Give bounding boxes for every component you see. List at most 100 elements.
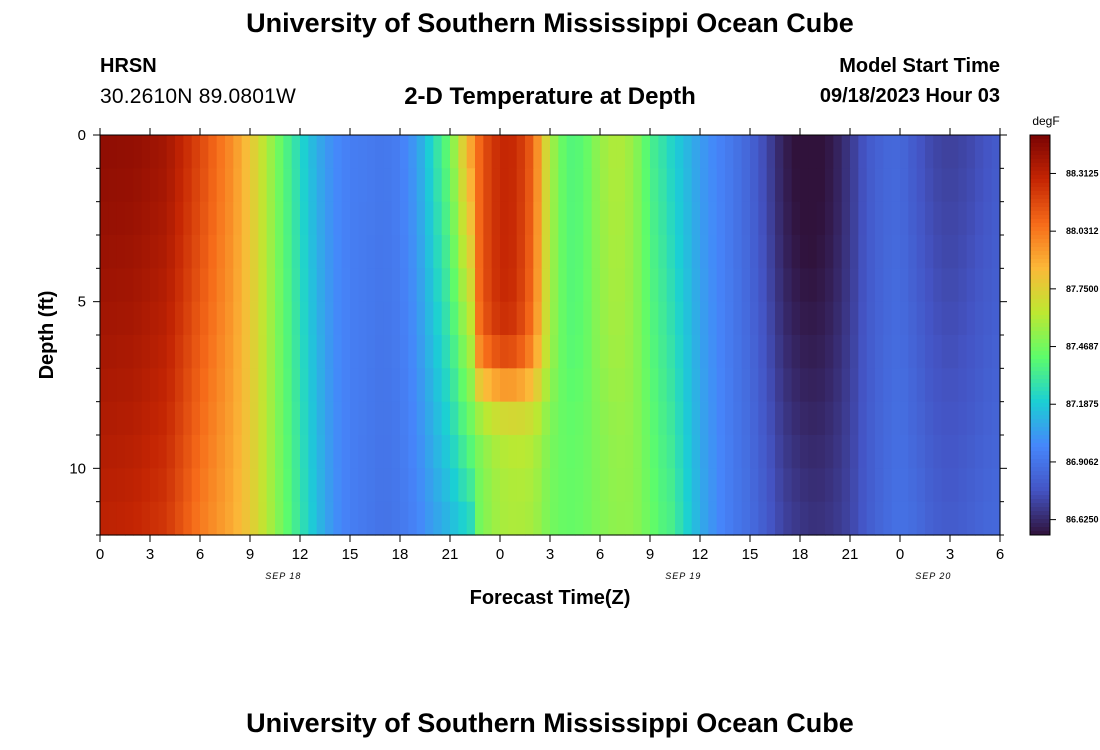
heatmap-cell	[883, 435, 893, 469]
heatmap-cell	[141, 268, 151, 303]
x-tick-label: 15	[742, 546, 759, 563]
heatmap-cell	[450, 301, 459, 336]
colorbar-segment	[1030, 431, 1050, 436]
heatmap-cell	[108, 168, 118, 203]
heatmap-cell	[466, 468, 476, 503]
heatmap-cell	[333, 235, 343, 269]
heatmap-cell	[116, 368, 126, 403]
heatmap-cell	[458, 335, 468, 369]
colorbar-segment	[1030, 375, 1050, 380]
heatmap-cell	[716, 235, 726, 269]
colorbar-segment	[1030, 187, 1050, 192]
heatmap-cell	[450, 368, 459, 403]
heatmap-cell	[708, 268, 718, 303]
heatmap-cell	[308, 268, 318, 303]
heatmap-cell	[591, 468, 601, 503]
colorbar-segment	[1030, 395, 1050, 400]
heatmap-cell	[908, 335, 918, 369]
heatmap-cell	[891, 135, 901, 169]
heatmap-cell	[450, 401, 459, 436]
colorbar-segment	[1030, 171, 1050, 176]
heatmap-cell	[133, 168, 143, 203]
heatmap-cell	[991, 435, 1001, 469]
colorbar-segment	[1030, 379, 1050, 384]
heatmap-cell	[641, 201, 651, 236]
heatmap-cell	[625, 201, 634, 236]
colorbar-tick-label: 86.9062	[1066, 457, 1099, 467]
heatmap-cell	[700, 168, 709, 203]
heatmap-cell	[125, 435, 134, 469]
heatmap-cell	[525, 201, 534, 236]
heatmap-cell	[500, 168, 509, 203]
heatmap-cell	[275, 435, 284, 469]
colorbar-segment	[1030, 287, 1050, 292]
heatmap-cell	[733, 268, 743, 303]
heatmap-cell	[733, 335, 743, 369]
heatmap-cell	[833, 468, 843, 503]
heatmap-cell	[716, 168, 726, 203]
heatmap-cell	[316, 268, 326, 303]
heatmap-cell	[600, 401, 609, 436]
heatmap-cell	[891, 201, 901, 236]
heatmap-cell	[350, 435, 359, 469]
heatmap-cell	[441, 235, 451, 269]
heatmap-cell	[600, 501, 609, 536]
heatmap-cell	[958, 235, 968, 269]
heatmap-cell	[616, 401, 626, 436]
heatmap-cell	[966, 468, 976, 503]
heatmap-cell	[125, 335, 134, 369]
heatmap-cell	[475, 235, 484, 269]
heatmap-cell	[150, 235, 159, 269]
heatmap-cell	[241, 201, 251, 236]
colorbar-segment	[1030, 463, 1050, 468]
heatmap-cell	[241, 501, 251, 536]
colorbar: 88.3125 88.0312 87.7500 87.4687 87.1875 86.90…	[1029, 134, 1099, 536]
heatmap-cell	[366, 468, 376, 503]
heatmap-cell	[616, 501, 626, 536]
heatmap-cell	[766, 501, 776, 536]
heatmap-cell	[708, 401, 718, 436]
heatmap-cell	[450, 168, 459, 203]
heatmap-cell	[125, 468, 134, 503]
colorbar-segment	[1030, 531, 1050, 536]
heatmap-cell	[350, 501, 359, 536]
heatmap-cell	[666, 235, 676, 269]
colorbar-segment	[1030, 283, 1050, 288]
heatmap-cell	[241, 268, 251, 303]
heatmap-cell	[875, 201, 884, 236]
heatmap-cell	[183, 468, 193, 503]
heatmap-cell	[108, 435, 118, 469]
heatmap-cell	[958, 501, 968, 536]
heatmap-cell	[950, 501, 959, 536]
heatmap-cell	[158, 435, 168, 469]
heatmap-cell	[508, 368, 518, 403]
heatmap-cell	[708, 135, 718, 169]
heatmap-cell	[716, 468, 726, 503]
heatmap-cell	[725, 435, 734, 469]
heatmap-cell	[600, 201, 609, 236]
heatmap-cell	[500, 501, 509, 536]
heatmap-cell	[491, 335, 501, 369]
heatmap-cell	[666, 468, 676, 503]
heatmap-cell	[250, 235, 259, 269]
heatmap-cell	[941, 135, 951, 169]
heatmap-cell	[241, 468, 251, 503]
heatmap-cell	[850, 201, 859, 236]
heatmap-cell	[583, 235, 593, 269]
heatmap-cell	[516, 401, 526, 436]
heatmap-cell	[650, 268, 659, 303]
heatmap-cell	[133, 368, 143, 403]
colorbar-segment	[1030, 135, 1050, 140]
heatmap-cell	[600, 268, 609, 303]
x-tick-label: 3	[146, 546, 154, 563]
heatmap-cell	[175, 368, 184, 403]
heatmap-cell	[166, 501, 176, 536]
heatmap-cell	[216, 135, 226, 169]
heatmap-cell	[700, 501, 709, 536]
heatmap-cell	[791, 201, 801, 236]
heatmap-cell	[491, 235, 501, 269]
heatmap-cell	[216, 401, 226, 436]
heatmap-cell	[333, 468, 343, 503]
heatmap-cell	[558, 435, 568, 469]
heatmap-cell	[125, 501, 134, 536]
